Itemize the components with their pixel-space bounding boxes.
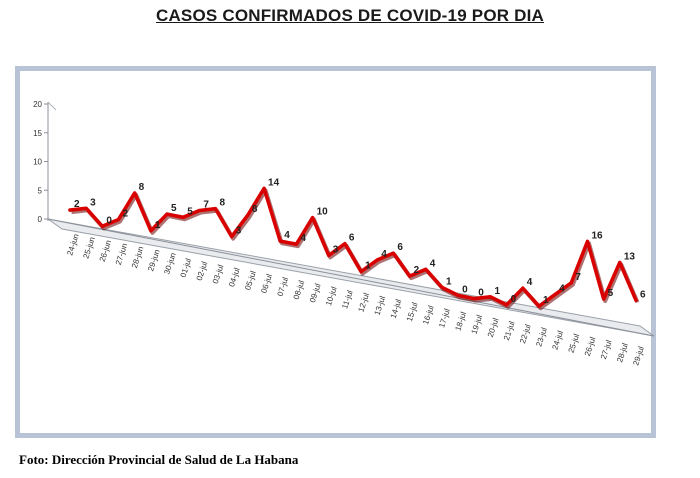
x-tick-label: 02-jul [195, 260, 210, 282]
x-tick-label: 08-jul [292, 279, 307, 301]
x-tick-label: 24-jun [65, 233, 80, 257]
x-tick-label: 03-jul [211, 263, 226, 285]
data-label: 2 [123, 209, 129, 220]
x-tick-label: 29-jul [631, 345, 646, 367]
data-label: 1 [446, 276, 452, 287]
data-label: 2 [74, 199, 80, 210]
x-tick-label: 14-jul [389, 298, 404, 320]
x-tick-label: 15-jul [405, 301, 420, 323]
data-label: 6 [349, 233, 355, 244]
data-label: 16 [591, 230, 603, 241]
x-axis-line [47, 218, 655, 337]
x-tick-label: 26-jun [98, 239, 113, 263]
x-tick-label: 25-jul [567, 332, 582, 354]
x-tick-label: 26-jul [583, 336, 598, 358]
data-label: 14 [268, 177, 280, 188]
data-label: 4 [284, 230, 290, 241]
data-label: 0 [511, 294, 517, 305]
y-axis-depth [47, 101, 57, 111]
data-label: 5 [608, 288, 614, 299]
x-tick-label: 23-jul [534, 326, 549, 348]
data-label: 13 [624, 252, 636, 263]
x-tick-label: 19-jul [470, 314, 485, 336]
series-line [68, 186, 638, 309]
x-tick-label: 13-jul [373, 295, 388, 317]
data-label: 3 [90, 197, 96, 208]
data-label: 1 [155, 220, 161, 231]
data-label: 1 [543, 295, 549, 306]
data-label: 10 [317, 207, 329, 218]
x-tick-label: 29-jun [146, 248, 161, 272]
x-tick-label: 16-jul [421, 304, 436, 326]
y-tick-label: 10 [33, 158, 42, 167]
data-label: 3 [236, 226, 242, 237]
data-label: 4 [430, 258, 436, 269]
data-label: 8 [252, 204, 258, 215]
data-label: 4 [559, 283, 565, 294]
data-label: 7 [575, 272, 581, 283]
data-label: 6 [640, 289, 646, 300]
data-label: 0 [106, 215, 112, 226]
x-tick-label: 07-jul [276, 276, 291, 298]
x-tick-label: 20-jul [486, 317, 501, 339]
x-tick-label: 30-jun [162, 252, 177, 276]
data-label: 5 [171, 203, 177, 214]
series-line-shadow [71, 188, 640, 311]
photo-credit: Foto: Dirección Provincial de Salud de L… [19, 452, 299, 467]
x-tick-label: 18-jul [453, 310, 468, 332]
data-label: 4 [381, 249, 387, 260]
data-label: 6 [397, 242, 403, 253]
x-tick-label: 17-jul [437, 307, 452, 329]
data-label: 3 [333, 244, 339, 255]
x-tick-label: 01-jul [179, 257, 194, 279]
y-tick-label: 15 [33, 129, 42, 138]
x-tick-label: 28-jul [615, 342, 630, 364]
data-label: 0 [462, 284, 468, 295]
x-tick-label: 12-jul [356, 292, 371, 314]
x-tick-label: 27-jun [114, 242, 129, 266]
data-label: 8 [220, 198, 226, 209]
chart-title: CASOS CONFIRMADOS DE COVID-19 POR DIA [155, 6, 545, 25]
x-tick-label: 24-jul [550, 329, 565, 351]
y-tick-label: 0 [38, 215, 43, 224]
x-tick-label: 11-jul [340, 289, 354, 310]
x-tick-label: 22-jul [518, 323, 533, 345]
data-label: 2 [414, 265, 420, 276]
x-tick-label: 10-jul [324, 285, 339, 307]
data-label: 8 [139, 182, 145, 193]
x-tick-label: 25-jun [82, 236, 97, 260]
data-label: 4 [300, 233, 306, 244]
x-tick-label: 04-jul [227, 266, 242, 288]
data-label: 0 [478, 288, 484, 299]
y-tick-label: 5 [38, 186, 43, 195]
y-tick-label: 20 [33, 100, 42, 109]
x-tick-label: 21-jul [502, 320, 517, 342]
data-label: 5 [187, 206, 193, 217]
x-tick-label: 06-jul [259, 273, 274, 295]
data-label: 1 [365, 261, 371, 272]
x-tick-label: 09-jul [308, 282, 323, 304]
x-tick-label: 28-jun [130, 245, 145, 269]
data-label: 4 [527, 277, 533, 288]
x-tick-label: 05-jul [243, 270, 258, 292]
x-tick-label: 27-jul [599, 339, 614, 361]
data-label: 1 [494, 286, 500, 297]
data-label: 7 [203, 199, 209, 210]
